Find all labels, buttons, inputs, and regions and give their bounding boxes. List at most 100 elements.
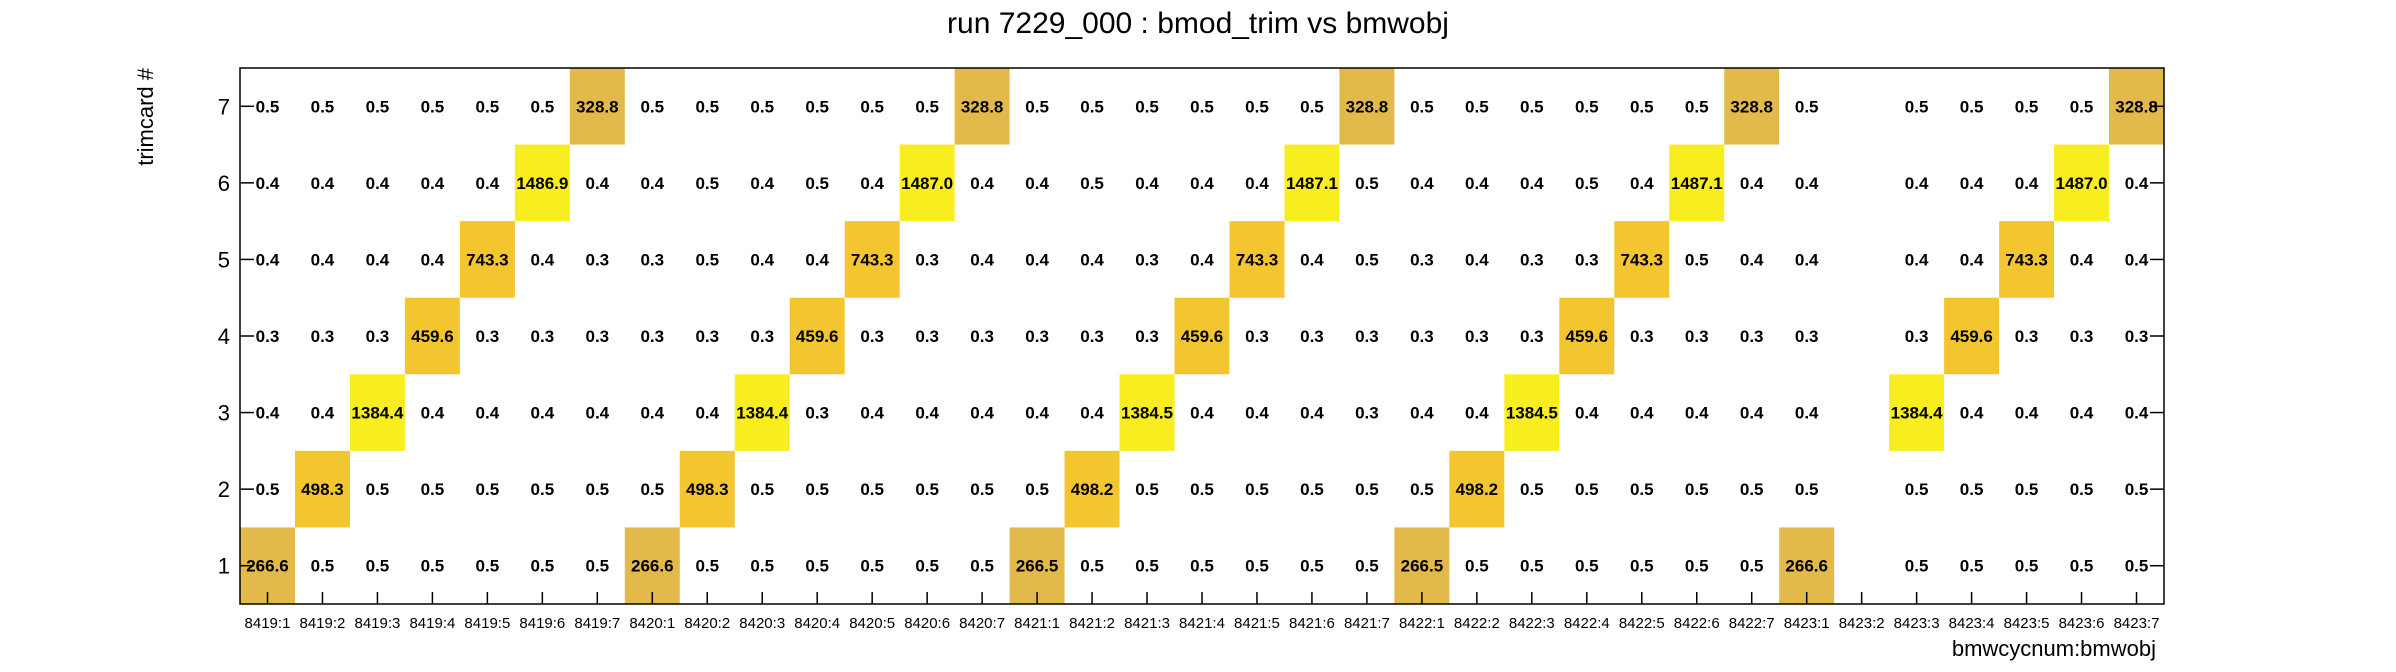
cell-value-label: 0.5 (860, 557, 884, 576)
cell-value-label: 0.5 (695, 557, 719, 576)
cell-value-label: 0.5 (1025, 97, 1049, 116)
cell-value-label: 0.5 (1685, 250, 1709, 269)
cell-value-label: 0.4 (311, 174, 335, 193)
y-axis-ticks: 1 2 3 4 5 6 7 (218, 94, 2164, 579)
cell-value-label: 0.5 (1575, 174, 1599, 193)
cell-value-label: 0.5 (860, 480, 884, 499)
cell-value-label: 0.4 (2070, 250, 2094, 269)
heatmap-cell (1999, 221, 2055, 298)
cell-value-label: 0.5 (1575, 480, 1599, 499)
cell-value-label: 743.3 (1620, 250, 1663, 269)
cell-value-label: 0.4 (805, 250, 829, 269)
x-tick-label: 8421:1 (1014, 615, 1060, 632)
cell-value-label: 0.5 (915, 557, 939, 576)
cell-value-label: 0.5 (640, 97, 664, 116)
cell-value-label: 0.3 (366, 327, 390, 346)
cell-value-label: 0.3 (311, 327, 335, 346)
cell-value-label: 0.3 (1355, 404, 1379, 423)
cell-value-label: 459.6 (1566, 327, 1609, 346)
cell-value-label: 0.4 (421, 404, 445, 423)
cell-value-label: 328.8 (961, 97, 1004, 116)
cell-value-label: 498.2 (1456, 480, 1499, 499)
cell-value-label: 0.5 (421, 97, 445, 116)
cell-value-label: 743.3 (466, 250, 509, 269)
cell-value-label: 0.5 (805, 480, 829, 499)
cell-value-label: 0.5 (2015, 97, 2039, 116)
cell-value-label: 0.4 (1685, 404, 1709, 423)
cell-value-label: 0.3 (915, 250, 939, 269)
cell-value-label: 0.4 (531, 404, 555, 423)
heatmap-cell (569, 68, 625, 145)
cell-value-label: 0.5 (2125, 480, 2149, 499)
heatmap-cell (734, 374, 790, 451)
cell-value-label: 0.4 (1795, 174, 1819, 193)
cell-value-label: 266.5 (1016, 557, 1059, 576)
cell-value-label: 0.3 (1410, 250, 1434, 269)
cell-value-label: 0.3 (970, 327, 994, 346)
cell-value-label: 0.4 (640, 174, 664, 193)
cell-value-label: 0.3 (1135, 250, 1159, 269)
cell-value-label: 1384.4 (351, 404, 404, 423)
cell-value-label: 0.3 (1135, 327, 1159, 346)
cell-value-label: 0.5 (1520, 480, 1544, 499)
x-tick-label: 8422:1 (1399, 615, 1445, 632)
cell-value-label: 328.8 (576, 97, 619, 116)
cell-value-label: 0.4 (2125, 404, 2149, 423)
cell-value-label: 0.3 (476, 327, 500, 346)
cell-value-label: 0.3 (1465, 327, 1489, 346)
cell-value-label: 0.5 (1135, 97, 1159, 116)
x-tick-label: 8421:4 (1179, 615, 1225, 632)
cell-value-label: 459.6 (1181, 327, 1224, 346)
cell-value-label: 0.3 (1905, 327, 1929, 346)
cell-value-label: 0.3 (1410, 327, 1434, 346)
cell-value-label: 328.8 (2115, 97, 2158, 116)
x-tick-label: 8422:4 (1564, 615, 1610, 632)
x-tick-label: 8421:5 (1234, 615, 1280, 632)
y-tick-label: 2 (218, 477, 230, 502)
cell-value-label: 0.5 (1080, 557, 1104, 576)
cell-value-label: 0.3 (1520, 250, 1544, 269)
cell-value-label: 743.3 (1236, 250, 1279, 269)
cell-value-label: 328.8 (1346, 97, 1389, 116)
cell-value-label: 0.5 (640, 480, 664, 499)
cell-value-label: 1384.5 (1121, 404, 1173, 423)
cell-value-label: 0.5 (1520, 97, 1544, 116)
cell-value-label: 0.3 (1355, 327, 1379, 346)
cell-value-label: 0.5 (695, 174, 719, 193)
x-tick-label: 8422:3 (1509, 615, 1555, 632)
cell-value-label: 0.5 (1960, 97, 1984, 116)
cell-value-label: 0.3 (860, 327, 884, 346)
cell-value-label: 0.3 (531, 327, 555, 346)
cell-value-label: 0.5 (1795, 480, 1819, 499)
heatmap-cell (1009, 527, 1065, 604)
cell-value-label: 0.5 (1685, 557, 1709, 576)
cell-value-label: 743.3 (851, 250, 894, 269)
cell-value-label: 0.3 (1795, 327, 1819, 346)
cell-value-label: 0.4 (860, 404, 884, 423)
cell-value-label: 459.6 (411, 327, 454, 346)
cell-value-label: 0.5 (1410, 480, 1434, 499)
cell-value-label: 266.6 (246, 557, 289, 576)
heatmap-cell (404, 297, 460, 375)
cell-value-label: 0.5 (1630, 97, 1654, 116)
cell-value-label: 0.5 (256, 97, 280, 116)
cell-value-label: 0.5 (1685, 480, 1709, 499)
cell-value-label: 0.4 (531, 250, 555, 269)
cell-value-label: 0.5 (2070, 480, 2094, 499)
x-tick-label: 8420:3 (739, 615, 785, 632)
cell-value-label: 0.4 (1300, 250, 1324, 269)
y-tick-label: 3 (218, 401, 230, 426)
heatmap-cell (1889, 374, 1945, 451)
cell-value-label: 0.4 (1410, 174, 1434, 193)
cell-value-label: 0.4 (1135, 174, 1159, 193)
cell-value-label: 0.5 (1135, 557, 1159, 576)
cell-value-label: 0.4 (1465, 404, 1489, 423)
cell-value-label: 0.4 (366, 174, 390, 193)
cell-value-label: 0.5 (1630, 480, 1654, 499)
cell-value-label: 0.4 (640, 404, 664, 423)
cell-value-label: 0.5 (1520, 557, 1544, 576)
cell-value-label: 0.4 (1905, 250, 1929, 269)
cell-value-label: 0.5 (256, 480, 280, 499)
cell-value-label: 459.6 (1950, 327, 1993, 346)
cell-value-label: 0.5 (366, 480, 390, 499)
